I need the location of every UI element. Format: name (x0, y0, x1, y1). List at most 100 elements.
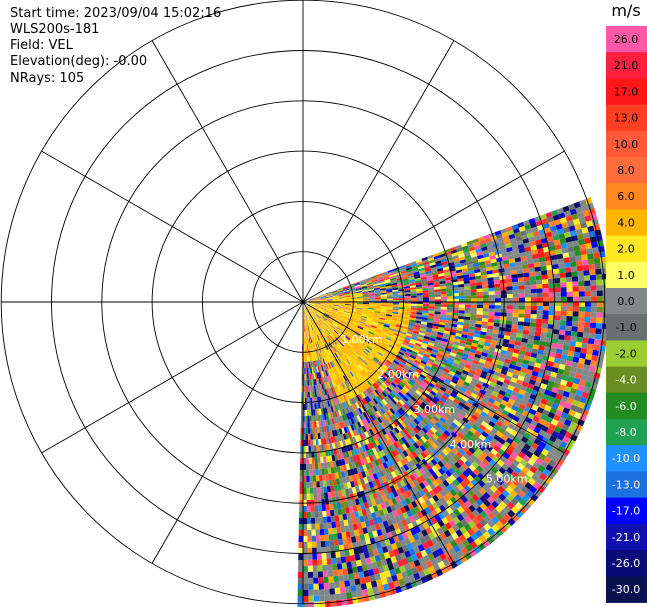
velocity-cell-3551 (309, 311, 314, 317)
velocity-cell-129 (474, 244, 481, 250)
velocity-cell-2287 (504, 406, 512, 413)
velocity-cell-3412 (350, 362, 356, 369)
velocity-cell-2889 (484, 455, 493, 463)
velocity-cell-2618 (395, 366, 402, 372)
velocity-cell-1642 (552, 362, 560, 369)
velocity-cell-1973 (436, 353, 444, 358)
velocity-cell-4912 (311, 379, 314, 386)
velocity-cell-4418 (335, 410, 340, 417)
velocity-cell-2936 (468, 446, 476, 454)
velocity-cell-4269 (343, 414, 349, 421)
velocity-cell-1017 (410, 303, 417, 306)
velocity-cell-72 (433, 255, 440, 260)
velocity-cell-1556 (343, 311, 350, 314)
velocity-cell-4248 (408, 574, 416, 583)
velocity-cell-4413 (327, 382, 331, 389)
velocity-cell-3939 (412, 513, 420, 521)
velocity-cell-4026 (371, 447, 378, 455)
velocity-cell-2766 (382, 364, 389, 370)
velocity-cell-1446 (580, 347, 588, 354)
velocity-cell-2734 (469, 427, 477, 434)
velocity-cell-2473 (424, 376, 432, 383)
velocity-cell-1295 (576, 331, 584, 338)
velocity-cell-1535 (513, 344, 521, 350)
velocity-cell-1193 (565, 320, 573, 327)
velocity-cell-3666 (357, 387, 363, 394)
velocity-cell-772 (440, 291, 447, 295)
velocity-cell-1114 (392, 306, 399, 309)
velocity-cell-1311 (374, 311, 381, 314)
velocity-cell-2494 (531, 442, 539, 450)
velocity-cell-1056 (344, 303, 351, 305)
velocity-cell-4868 (317, 414, 321, 421)
velocity-cell-2808 (344, 335, 350, 341)
velocity-cell-2422 (420, 371, 428, 377)
velocity-cell-4102 (310, 318, 313, 325)
velocity-cell-255 (337, 291, 344, 294)
velocity-cell-4485 (361, 508, 367, 516)
velocity-cell-1943 (549, 391, 557, 399)
velocity-cell-3680 (402, 457, 409, 464)
velocity-cell-1283 (505, 324, 512, 329)
velocity-cell-2204 (329, 315, 336, 319)
velocity-cell-3380 (419, 444, 426, 452)
velocity-cell-1471 (432, 325, 439, 330)
velocity-cell-1885 (506, 371, 514, 378)
velocity-cell-3277 (412, 427, 420, 434)
velocity-cell-1946 (566, 397, 574, 405)
velocity-cell-2757 (340, 331, 346, 336)
velocity-cell-2577 (441, 394, 449, 401)
velocity-cell-2347 (554, 438, 563, 446)
velocity-cell-4511 (321, 371, 325, 378)
velocity-cell-3460 (342, 354, 347, 360)
velocity-cell-2106 (341, 319, 347, 323)
velocity-cell-4840 (338, 544, 345, 552)
velocity-cell-2598 (545, 464, 554, 472)
velocity-cell-635 (517, 273, 524, 278)
velocity-cell-3394 (472, 509, 480, 518)
velocity-cell-420 (426, 275, 433, 279)
velocity-cell-3909 (330, 354, 335, 361)
velocity-cell-2164 (383, 340, 390, 345)
velocity-cell-1588 (530, 352, 538, 359)
velocity-cell-1626 (459, 339, 467, 345)
velocity-cell-4757 (310, 349, 313, 356)
velocity-cell-2169 (410, 352, 418, 358)
velocity-cell-3564 (354, 375, 359, 381)
velocity-cell-1881 (483, 363, 491, 370)
velocity-cell-3305 (326, 329, 331, 335)
velocity-cell-2107 (346, 321, 353, 325)
velocity-cell-785 (518, 285, 525, 290)
velocity-cell-1363 (385, 314, 393, 317)
velocity-cell-1122 (440, 309, 447, 313)
velocity-cell-1168 (416, 310, 423, 313)
velocity-cell-346 (577, 233, 584, 241)
velocity-cell-3398 (487, 527, 496, 536)
velocity-cell-2780 (448, 415, 456, 422)
velocity-cell-4890 (334, 545, 340, 552)
velocity-cell-1912 (375, 328, 382, 332)
velocity-cell-1438 (533, 339, 540, 346)
velocity-cell-3956 (321, 339, 325, 346)
velocity-cell-2041 (535, 396, 543, 403)
velocity-cell-1509 (361, 313, 368, 317)
velocity-cell-4748 (356, 590, 363, 597)
velocity-cell-277 (465, 257, 472, 263)
velocity-cell-56 (342, 286, 349, 290)
velocity-cell-2311 (365, 336, 372, 341)
velocity-cell-2607 (342, 329, 348, 334)
velocity-cell-1188 (536, 318, 543, 324)
velocity-cell-4798 (351, 591, 358, 598)
velocity-cell-4823 (324, 444, 328, 451)
velocity-cell-4198 (413, 572, 421, 581)
velocity-cell-2610 (356, 339, 363, 344)
velocity-cell-3534 (425, 470, 432, 478)
velocity-cell-1134 (512, 313, 519, 318)
velocity-cell-4991 (326, 552, 332, 559)
velocity-cell-1702 (320, 306, 327, 309)
velocity-cell-2455 (333, 320, 339, 325)
velocity-cell-3497 (475, 529, 483, 538)
velocity-cell-735 (518, 281, 525, 286)
velocity-cell-397 (584, 237, 591, 244)
velocity-cell-3617 (362, 390, 368, 397)
